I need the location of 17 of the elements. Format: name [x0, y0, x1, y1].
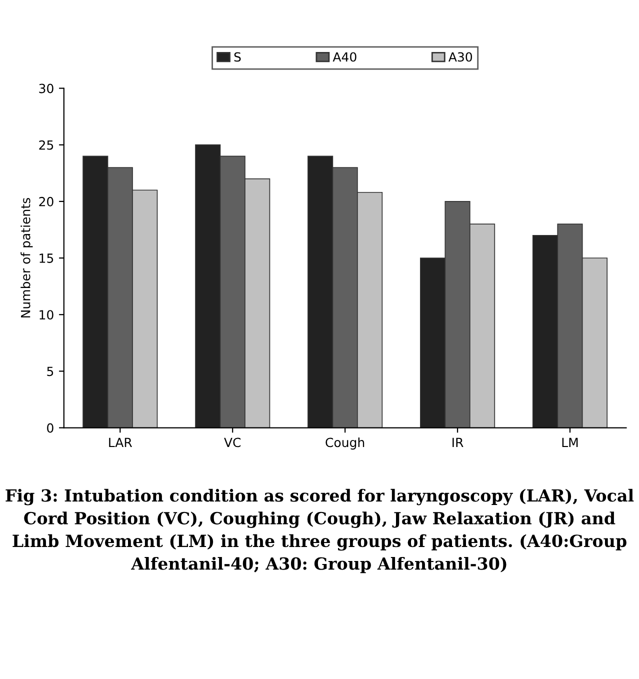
- y-tick-label: 30: [39, 84, 54, 94]
- legend-label: A30: [448, 52, 472, 62]
- x-tick-label: IR: [452, 438, 464, 447]
- y-tick-label: 10: [40, 310, 54, 320]
- y-tick-label: 20: [39, 196, 54, 206]
- y-tick-label: 25: [39, 140, 54, 150]
- legend-label: S: [234, 52, 241, 62]
- x-tick-label: LM: [562, 438, 578, 447]
- legend-label: A40: [332, 52, 356, 62]
- y-axis-title: Number of patients: [20, 198, 33, 318]
- y-tick-label: 0: [47, 423, 54, 433]
- caption: Fig 3: Intubation condition as scored for laryngoscopy (LAR), Vocal Cord Position (VC), Coughing (Cough), Jaw Relaxation (JR) and Limb Movement (LM) in the three groups of patients. (A40:Group Alfentanil-40; A30: Group Alfentanil-30): [6, 488, 634, 574]
- y-tick-label: 5: [47, 366, 54, 376]
- x-tick-label: VC: [224, 438, 241, 448]
- x-tick-label: LAR: [109, 438, 132, 447]
- y-tick-label: 15: [40, 254, 54, 263]
- x-tick-label: Cough: [326, 437, 364, 450]
